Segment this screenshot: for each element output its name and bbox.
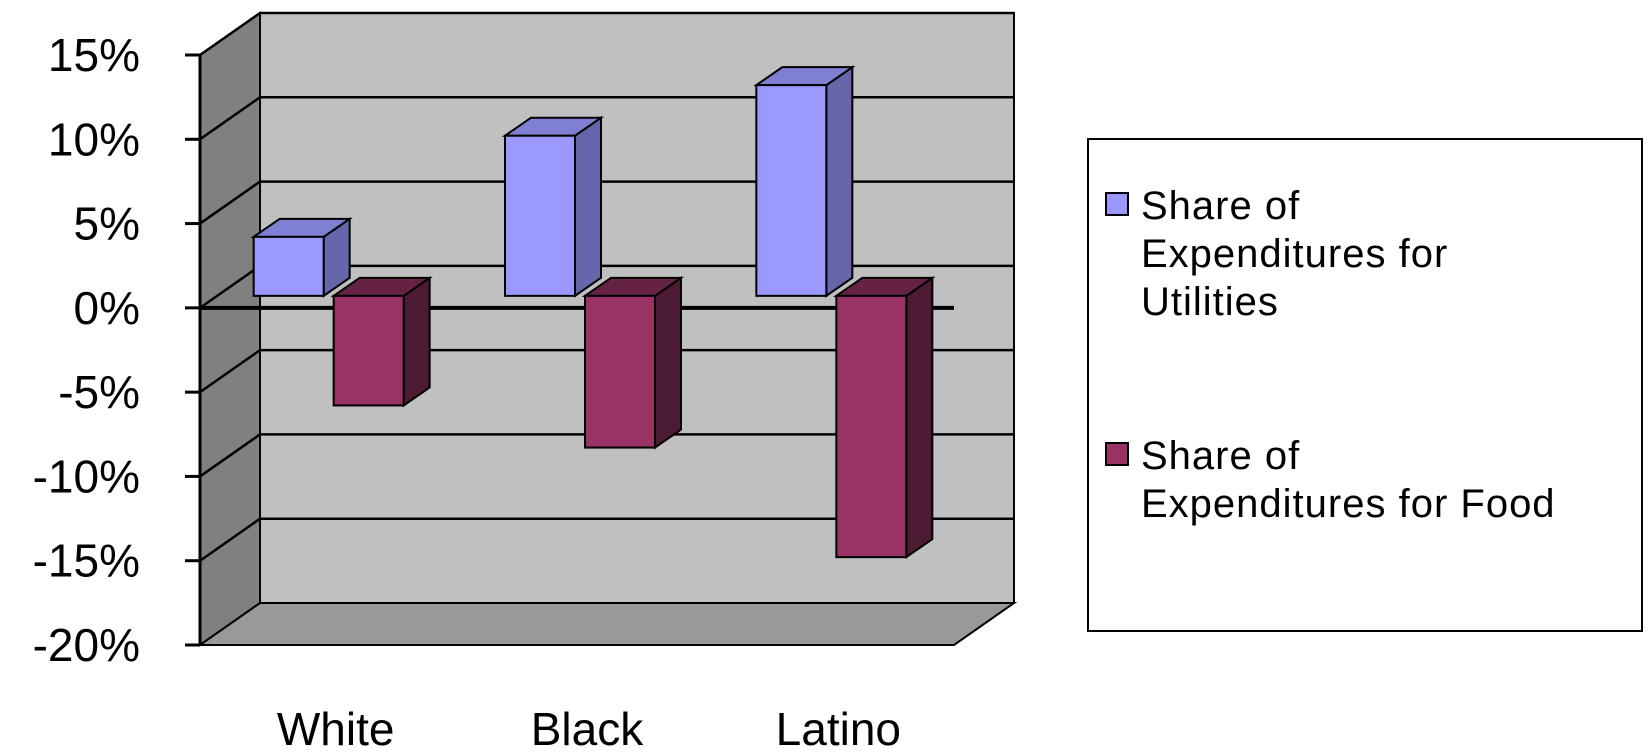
bar-chart: 15% 10% 5% 0% -5% -10% -15% -20% White Black Lati…: [33, 11, 1018, 752]
bar-side: [402, 275, 431, 408]
legend-label-food: Share of Expenditures for Food: [1141, 432, 1651, 528]
bar-food-white: [330, 275, 433, 408]
bar-food-black: [581, 275, 685, 450]
legend-line: Share of: [1141, 184, 1301, 228]
legend-line: Expenditures for Food: [1141, 482, 1556, 526]
legend-item-food: Share of Expenditures for Food: [1105, 432, 1651, 528]
legend-swatch-food: [1105, 442, 1129, 466]
legend-line: Expenditures for: [1141, 232, 1449, 276]
bar-utilities-latino: [753, 65, 856, 298]
bar-utilities-black: [501, 115, 605, 298]
y-tick-label: 15%: [48, 29, 140, 81]
bar-utilities-white: [250, 216, 353, 298]
x-category-label: White: [277, 703, 395, 752]
gridline: [199, 11, 1014, 57]
y-tick-label: -10%: [33, 450, 140, 502]
x-category-label: Black: [531, 703, 644, 752]
side-wall: [199, 11, 261, 647]
gridline: [199, 433, 1014, 478]
y-tick-label: 0%: [74, 282, 140, 334]
legend-label-utilities: Share of Expenditures for Utilities: [1141, 182, 1651, 326]
bar-side: [574, 115, 602, 298]
bar-front: [252, 235, 325, 297]
gridline: [199, 348, 1014, 394]
y-axis-tick-labels: 15% 10% 5% 0% -5% -10% -15% -20%: [33, 29, 140, 671]
y-tick-label: -20%: [33, 619, 140, 671]
chart-legend: Share of Expenditures for Utilities Shar…: [1087, 138, 1643, 632]
floor: [196, 602, 1018, 646]
y-tick-label: -15%: [33, 535, 140, 587]
legend-line: Share of: [1141, 434, 1301, 478]
x-axis-category-labels: White Black Latino: [277, 703, 901, 752]
legend-item-utilities: Share of Expenditures for Utilities: [1105, 182, 1651, 326]
bar-front: [755, 84, 828, 297]
bar-front: [584, 294, 656, 449]
y-tick-label: 10%: [48, 113, 140, 165]
bar-side: [654, 275, 682, 450]
bar-food-latino: [833, 275, 936, 560]
bar-side: [825, 65, 854, 298]
bar-front: [332, 294, 405, 407]
chart-bars: [250, 65, 936, 560]
bar-front: [835, 294, 908, 559]
bar-front: [504, 134, 576, 297]
legend-line: Utilities: [1141, 280, 1279, 324]
y-tick-label: 5%: [74, 198, 140, 250]
bar-side: [905, 275, 934, 560]
gridline: [199, 517, 1014, 562]
x-category-label: Latino: [776, 703, 901, 752]
legend-swatch-utilities: [1105, 192, 1129, 216]
chart-axes: [185, 53, 954, 647]
y-tick-label: -5%: [58, 366, 140, 418]
